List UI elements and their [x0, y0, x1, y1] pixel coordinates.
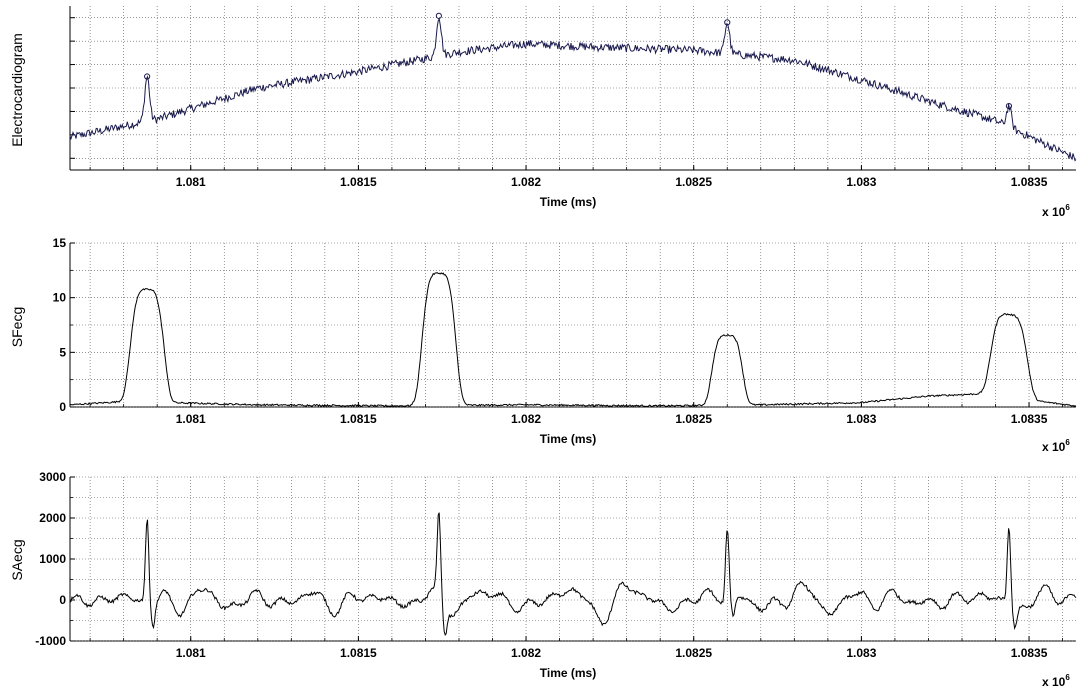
x-tick-label: 1.0815 — [340, 646, 377, 660]
x-exponent-label: x 106 — [1042, 438, 1070, 454]
x-tick-label: 1.0825 — [675, 412, 712, 426]
x-tick-label: 1.0815 — [340, 175, 377, 189]
x-axis-label: Time (ms) — [540, 432, 596, 446]
sfecg-panel: SFecg Time (ms) x 106 1.081 1.0815 1.082 1.… — [9, 236, 1077, 454]
saecg-panel: SAecg Time (ms) x 106 1.081 1.0815 1.082 1.… — [9, 470, 1077, 689]
x-tick-label: 1.083 — [846, 412, 876, 426]
x-tick-label: 1.0835 — [1011, 175, 1048, 189]
y-axis-label: Electrocardiogram — [9, 33, 25, 147]
y-tick-label: 0 — [59, 593, 66, 607]
y-axis-label: SAecg — [9, 539, 25, 580]
y-tick-label: 15 — [53, 236, 67, 250]
x-tick-label: 1.081 — [176, 175, 206, 189]
x-exponent-label: x 106 — [1042, 203, 1070, 219]
r-peak-marker — [435, 12, 442, 19]
y-axis-label: SFecg — [9, 307, 25, 347]
x-tick-label: 1.082 — [511, 412, 541, 426]
x-axis-label: Time (ms) — [540, 195, 596, 209]
x-exponent-label: x 106 — [1042, 673, 1070, 689]
r-peak-marker — [144, 73, 151, 80]
grid — [70, 6, 1076, 170]
y-tick-label: 0 — [59, 400, 66, 414]
x-axis-label: Time (ms) — [540, 666, 596, 680]
x-tick-label: 1.082 — [511, 175, 541, 189]
y-tick-label: 5 — [59, 345, 66, 359]
series-line — [69, 512, 1077, 636]
x-tick-label: 1.083 — [846, 175, 876, 189]
y-tick-label: 3000 — [39, 470, 66, 484]
series-line — [69, 17, 1077, 162]
x-tick-label: 1.0825 — [675, 646, 712, 660]
x-tick-label: 1.0835 — [1011, 412, 1048, 426]
x-tick-label: 1.082 — [511, 646, 541, 660]
y-tick-label: -1000 — [35, 634, 66, 648]
y-tick-label: 10 — [53, 291, 67, 305]
electrocardiogram-panel: Electrocardiogram Time (ms) x 106 1.081 1… — [9, 6, 1077, 219]
grid — [70, 476, 1076, 642]
grid — [70, 242, 1076, 408]
x-tick-label: 1.083 — [846, 646, 876, 660]
y-tick-label: 2000 — [39, 511, 66, 525]
x-tick-label: 1.0825 — [675, 175, 712, 189]
x-tick-label: 1.0815 — [340, 412, 377, 426]
x-tick-label: 1.081 — [176, 412, 206, 426]
x-tick-label: 1.0835 — [1011, 646, 1048, 660]
r-peak-marker — [724, 19, 731, 26]
r-peak-marker — [1005, 102, 1013, 110]
x-tick-label: 1.081 — [176, 646, 206, 660]
series-line — [69, 272, 1077, 408]
y-tick-label: 1000 — [39, 552, 66, 566]
